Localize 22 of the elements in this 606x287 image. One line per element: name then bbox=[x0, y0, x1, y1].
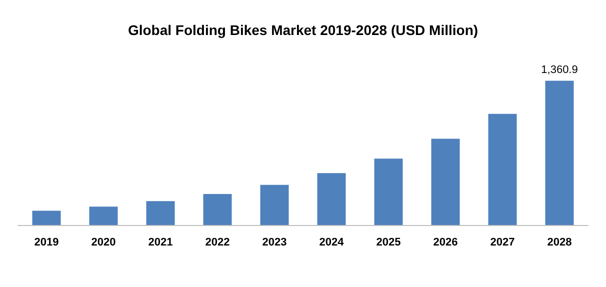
bar bbox=[431, 138, 460, 225]
bar bbox=[89, 206, 118, 225]
x-tick-label: 2023 bbox=[262, 236, 287, 248]
bar bbox=[203, 194, 232, 225]
x-tick-label: 2025 bbox=[376, 236, 401, 248]
x-tick-label: 2024 bbox=[319, 236, 345, 248]
x-tick-label: 2026 bbox=[433, 236, 458, 248]
x-tick-label: 2022 bbox=[205, 236, 230, 248]
bar bbox=[260, 184, 289, 225]
x-tick-label: 2021 bbox=[148, 236, 173, 248]
bar bbox=[32, 210, 61, 225]
bar bbox=[146, 201, 175, 225]
bar bbox=[317, 173, 346, 225]
x-tick-label: 2027 bbox=[490, 236, 515, 248]
bar bbox=[545, 80, 574, 225]
chart-title: Global Folding Bikes Market 2019-2028 (USD Million) bbox=[128, 22, 478, 38]
bar bbox=[488, 114, 517, 225]
bar bbox=[374, 158, 403, 225]
data-label: 1,360.9 bbox=[541, 64, 578, 76]
x-tick-label: 2028 bbox=[547, 236, 572, 248]
x-tick-label: 2019 bbox=[34, 236, 59, 248]
x-tick-label: 2020 bbox=[91, 236, 116, 248]
